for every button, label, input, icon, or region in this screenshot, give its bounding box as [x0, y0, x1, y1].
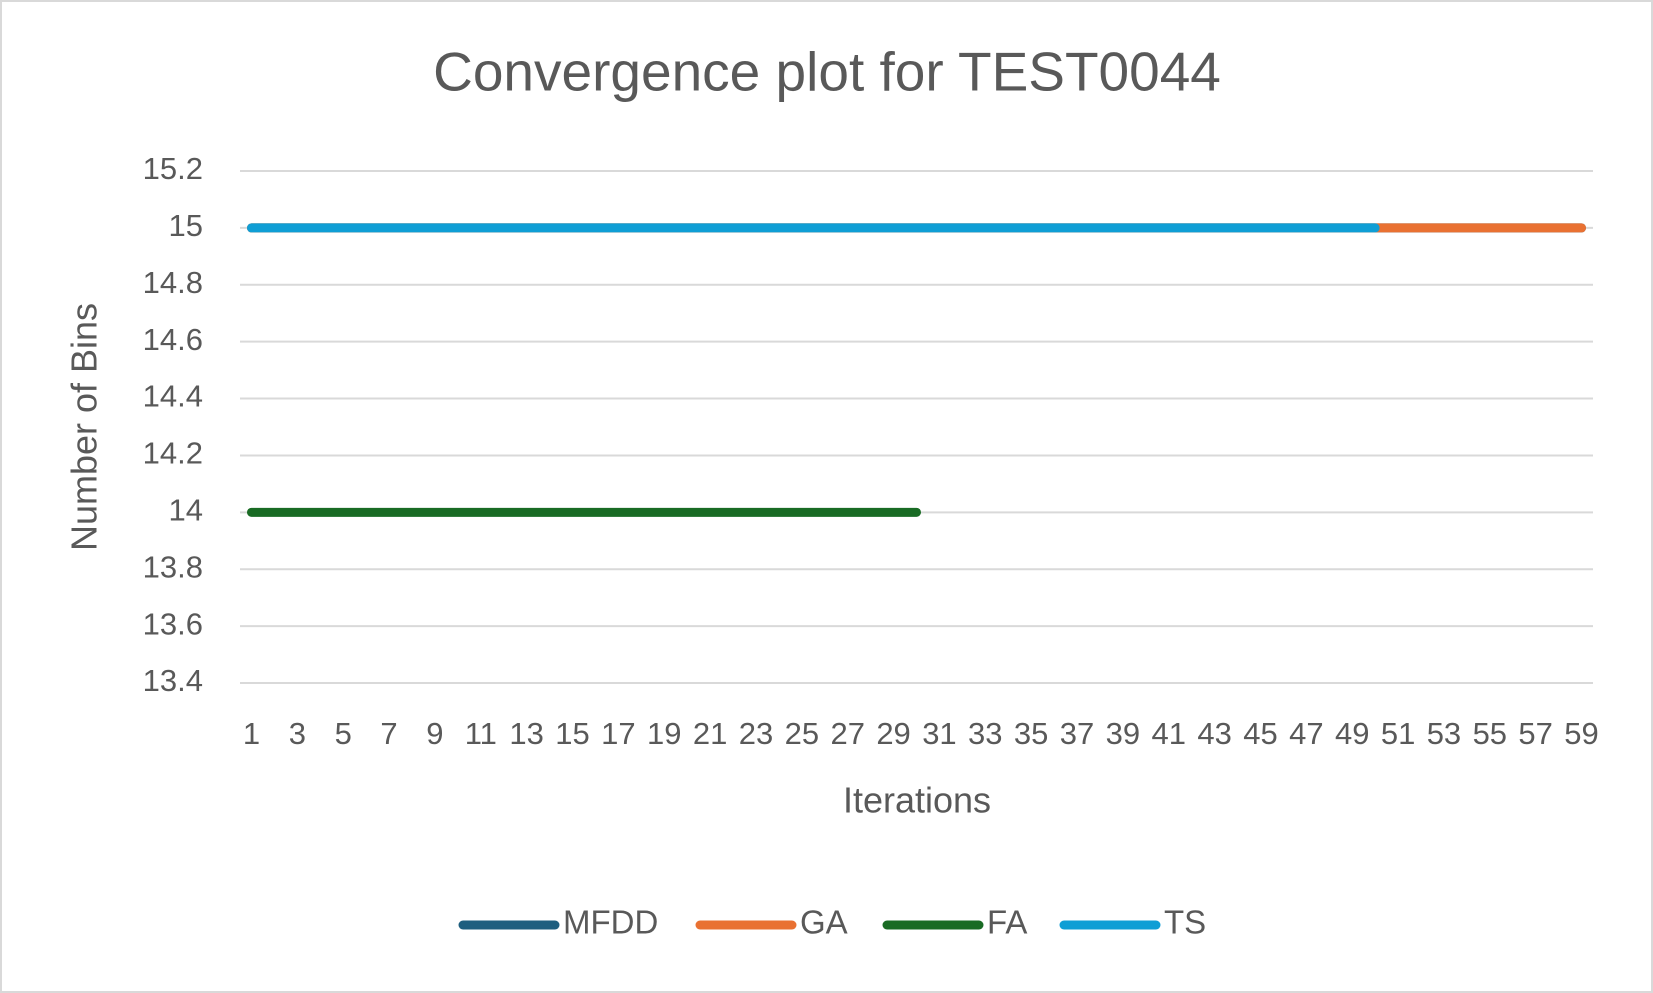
x-tick-label: 49 [1335, 716, 1369, 751]
y-tick-label: 15.2 [143, 151, 203, 186]
y-tick-label: 14.4 [143, 379, 203, 414]
legend-label: GA [800, 904, 848, 941]
y-tick-label: 13.8 [143, 549, 203, 584]
chart-title: Convergence plot for TEST0044 [433, 41, 1221, 103]
legend-label: TS [1164, 904, 1206, 941]
y-axis-title: Number of Bins [64, 303, 105, 551]
legend-label: FA [987, 904, 1027, 941]
x-tick-label: 35 [1014, 716, 1048, 751]
x-tick-label: 3 [289, 716, 306, 751]
x-tick-label: 33 [968, 716, 1002, 751]
x-tick-label: 47 [1289, 716, 1323, 751]
x-tick-label: 59 [1564, 716, 1598, 751]
x-tick-label: 5 [335, 716, 352, 751]
x-tick-label: 55 [1473, 716, 1507, 751]
y-tick-label: 15 [169, 208, 203, 243]
x-tick-label: 17 [601, 716, 635, 751]
x-tick-label: 43 [1197, 716, 1231, 751]
x-tick-label: 11 [465, 716, 497, 751]
x-tick-label: 57 [1518, 716, 1552, 751]
x-axis-title: Iterations [843, 780, 991, 821]
x-tick-label: 31 [922, 716, 956, 751]
x-tick-label: 19 [647, 716, 681, 751]
x-tick-label: 37 [1060, 716, 1094, 751]
x-tick-label: 45 [1243, 716, 1277, 751]
x-tick-label: 25 [785, 716, 819, 751]
y-tick-label: 14.6 [143, 322, 203, 357]
x-tick-label: 1 [243, 716, 260, 751]
x-tick-label: 27 [830, 716, 864, 751]
x-tick-label: 13 [509, 716, 543, 751]
x-tick-label: 7 [380, 716, 397, 751]
x-tick-label: 29 [876, 716, 910, 751]
x-tick-label: 15 [555, 716, 589, 751]
x-tick-label: 21 [693, 716, 727, 751]
x-tick-label: 9 [426, 716, 443, 751]
y-tick-label: 13.6 [143, 606, 203, 641]
legend-label: MFDD [563, 904, 658, 941]
x-tick-label: 39 [1106, 716, 1140, 751]
x-tick-label: 53 [1427, 716, 1461, 751]
y-tick-label: 14.8 [143, 265, 203, 300]
y-tick-label: 14.2 [143, 436, 203, 471]
x-tick-label: 41 [1152, 716, 1186, 751]
x-tick-label: 51 [1381, 716, 1415, 751]
y-tick-label: 13.4 [143, 663, 203, 698]
x-tick-label: 23 [739, 716, 773, 751]
y-tick-label: 14 [169, 493, 203, 528]
